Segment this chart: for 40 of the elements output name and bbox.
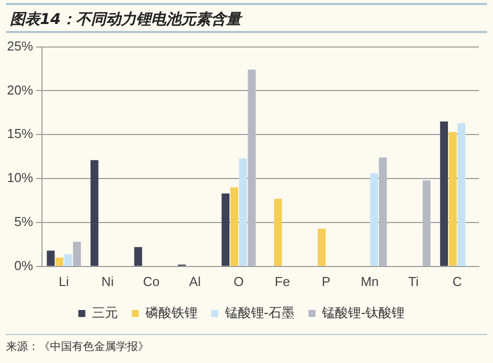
- bar: [422, 180, 430, 266]
- bar: [440, 121, 448, 266]
- bar: [56, 258, 64, 266]
- legend-label: 锰酸锂-石墨: [224, 306, 295, 321]
- bar: [230, 187, 238, 266]
- bar: [318, 228, 326, 266]
- legend-label: 三元: [92, 306, 118, 321]
- x-tick-label: Ni: [101, 274, 114, 289]
- bar: [378, 157, 387, 266]
- x-tick-label: O: [234, 274, 244, 289]
- legend-label: 磷酸铁锂: [144, 306, 198, 321]
- bar: [90, 160, 98, 266]
- bar: [248, 70, 256, 266]
- bar: [134, 247, 142, 266]
- bar: [239, 158, 247, 266]
- bar: [370, 173, 378, 266]
- chart-title: 图表14：不同动力锂电池元素含量: [6, 3, 487, 33]
- bar: [73, 242, 81, 266]
- x-tick-label: Li: [58, 274, 70, 289]
- bar: [64, 254, 72, 266]
- x-tick-label: Al: [189, 274, 201, 289]
- source-note: 来源：《中国有色金属学报》: [6, 334, 487, 354]
- x-tick-label: Co: [142, 274, 160, 289]
- y-tick-label: 20%: [6, 82, 34, 98]
- legend-label: 锰酸锂-钛酸锂: [321, 306, 405, 321]
- x-tick-label: Fe: [274, 274, 290, 289]
- bar: [274, 198, 282, 266]
- bar: [448, 132, 457, 266]
- y-tick-label: 0%: [14, 258, 34, 273]
- bar: [458, 123, 466, 266]
- y-tick-label: 25%: [6, 38, 34, 54]
- x-tick-label: C: [452, 274, 462, 289]
- x-tick-label: Mn: [360, 274, 379, 289]
- y-tick-label: 10%: [6, 170, 34, 186]
- bar: [46, 250, 55, 266]
- x-tick-label: Ti: [408, 274, 419, 289]
- bar: [222, 193, 230, 266]
- y-tick-label: 15%: [6, 126, 34, 142]
- x-tick-label: P: [322, 274, 330, 289]
- y-tick-label: 5%: [14, 214, 34, 230]
